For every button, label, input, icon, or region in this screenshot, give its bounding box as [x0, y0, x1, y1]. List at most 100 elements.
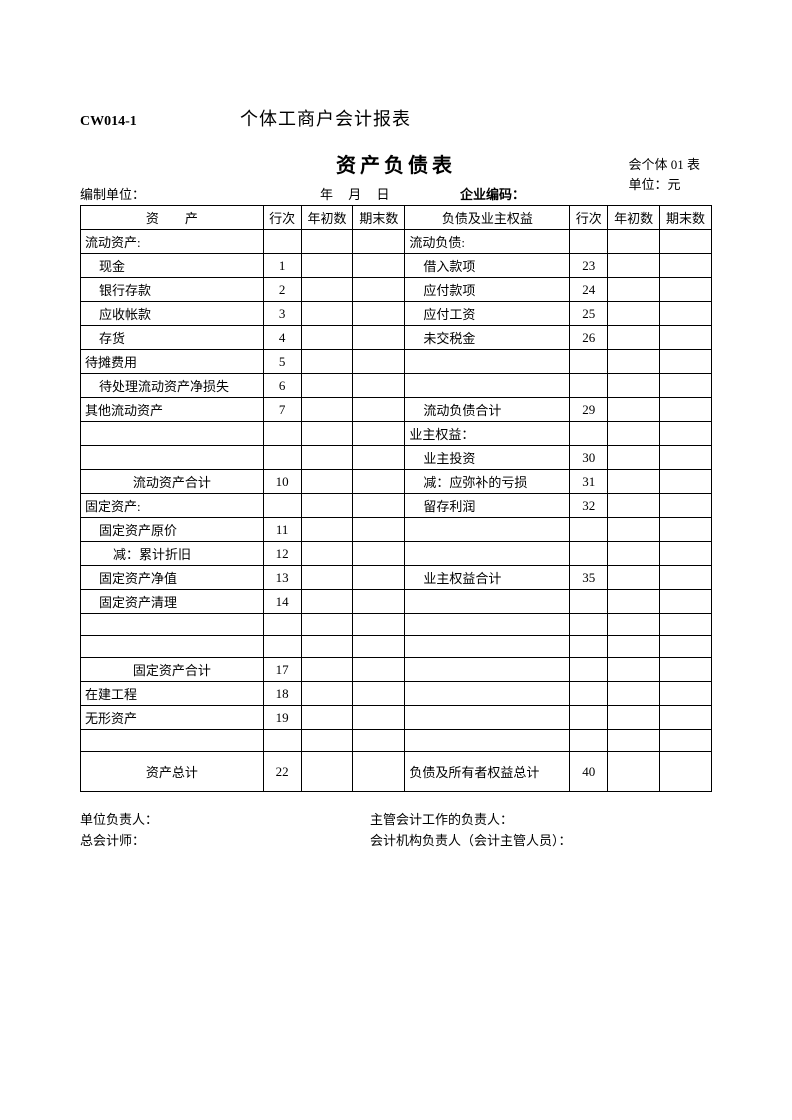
asset-end	[353, 350, 405, 374]
liab-end	[660, 374, 712, 398]
liab-row-num: 40	[570, 752, 608, 792]
asset-row-num	[263, 636, 301, 658]
liab-cell: 应付工资	[405, 302, 570, 326]
liab-row-num	[570, 614, 608, 636]
asset-cell	[81, 446, 264, 470]
table-row: 固定资产清理14	[81, 590, 712, 614]
asset-cell: 固定资产合计	[81, 658, 264, 682]
liab-cell	[405, 614, 570, 636]
asset-end	[353, 398, 405, 422]
liab-end	[660, 422, 712, 446]
liab-end	[660, 566, 712, 590]
asset-row-num	[263, 230, 301, 254]
enterprise-code-label: 企业编码：	[460, 184, 525, 203]
col-liab: 负债及业主权益	[405, 206, 570, 230]
asset-row-num	[263, 730, 301, 752]
liab-begin	[608, 494, 660, 518]
asset-begin	[301, 682, 353, 706]
asset-end	[353, 658, 405, 682]
table-row: 固定资产:留存利润32	[81, 494, 712, 518]
liab-cell	[405, 542, 570, 566]
liab-row-num	[570, 230, 608, 254]
asset-end	[353, 326, 405, 350]
asset-row-num	[263, 614, 301, 636]
asset-begin	[301, 706, 353, 730]
col-asset: 资 产	[81, 206, 264, 230]
liab-end	[660, 470, 712, 494]
liab-end	[660, 752, 712, 792]
asset-cell: 待处理流动资产净损失	[81, 374, 264, 398]
liab-cell: 留存利润	[405, 494, 570, 518]
asset-begin	[301, 446, 353, 470]
liab-row-num: 31	[570, 470, 608, 494]
date-label: 年 月 日	[320, 184, 460, 203]
asset-cell: 在建工程	[81, 682, 264, 706]
asset-cell: 其他流动资产	[81, 398, 264, 422]
asset-cell	[81, 636, 264, 658]
table-row: 银行存款2应付款项24	[81, 278, 712, 302]
asset-end	[353, 752, 405, 792]
asset-cell: 应收帐款	[81, 302, 264, 326]
asset-cell: 待摊费用	[81, 350, 264, 374]
liab-end	[660, 302, 712, 326]
asset-end	[353, 470, 405, 494]
asset-begin	[301, 614, 353, 636]
liab-row-num	[570, 706, 608, 730]
liab-row-num	[570, 542, 608, 566]
doc-title: 个体工商户会计报表	[240, 105, 411, 131]
asset-row-num: 6	[263, 374, 301, 398]
asset-cell: 流动资产:	[81, 230, 264, 254]
asset-cell	[81, 730, 264, 752]
liab-cell	[405, 350, 570, 374]
asset-cell: 无形资产	[81, 706, 264, 730]
table-row: 减：累计折旧12	[81, 542, 712, 566]
liab-cell	[405, 518, 570, 542]
asset-cell: 资产总计	[81, 752, 264, 792]
liab-row-num	[570, 730, 608, 752]
liab-begin	[608, 302, 660, 326]
footer-chief-accountant: 总会计师：	[80, 831, 370, 852]
asset-cell	[81, 614, 264, 636]
asset-row-num: 17	[263, 658, 301, 682]
liab-begin	[608, 636, 660, 658]
liab-end	[660, 254, 712, 278]
liab-begin	[608, 682, 660, 706]
liab-end	[660, 590, 712, 614]
liab-begin	[608, 230, 660, 254]
asset-begin	[301, 422, 353, 446]
asset-end	[353, 422, 405, 446]
col-begin: 年初数	[301, 206, 353, 230]
asset-row-num: 3	[263, 302, 301, 326]
liab-end	[660, 278, 712, 302]
liab-cell: 借入款项	[405, 254, 570, 278]
asset-row-num: 7	[263, 398, 301, 422]
asset-end	[353, 518, 405, 542]
balance-sheet-table: 资 产 行次 年初数 期末数 负债及业主权益 行次 年初数 期末数 流动资产:流…	[80, 205, 712, 792]
liab-begin	[608, 398, 660, 422]
table-row: 流动资产合计10减：应弥补的亏损31	[81, 470, 712, 494]
asset-end	[353, 254, 405, 278]
table-row: 资产总计22负债及所有者权益总计40	[81, 752, 712, 792]
table-row: 应收帐款3应付工资25	[81, 302, 712, 326]
liab-cell	[405, 730, 570, 752]
liab-cell: 应付款项	[405, 278, 570, 302]
liab-cell: 负债及所有者权益总计	[405, 752, 570, 792]
liab-cell	[405, 374, 570, 398]
asset-end	[353, 374, 405, 398]
liab-cell: 未交税金	[405, 326, 570, 350]
liab-cell	[405, 706, 570, 730]
asset-begin	[301, 752, 353, 792]
asset-row-num: 4	[263, 326, 301, 350]
asset-end	[353, 302, 405, 326]
asset-cell	[81, 422, 264, 446]
asset-row-num: 5	[263, 350, 301, 374]
liab-end	[660, 730, 712, 752]
liab-begin	[608, 706, 660, 730]
asset-cell: 减：累计折旧	[81, 542, 264, 566]
liab-end	[660, 636, 712, 658]
asset-row-num	[263, 446, 301, 470]
asset-cell: 现金	[81, 254, 264, 278]
table-row: 业主投资30	[81, 446, 712, 470]
table-row: 固定资产合计17	[81, 658, 712, 682]
asset-row-num: 14	[263, 590, 301, 614]
